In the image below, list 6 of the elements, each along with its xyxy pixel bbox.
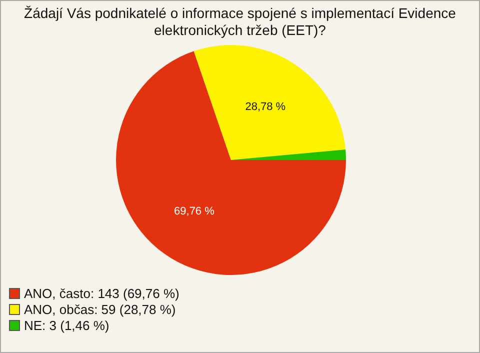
data-label: 28,78 % [245,100,286,113]
chart-title: Žádají Vás podnikatelé o informace spojené s implementací Evidence elektronických tržeb (EET)? [23,5,457,39]
legend-label: ANO, často: 143 (69,76 %) [24,286,180,300]
data-label: 69,76 % [174,205,215,218]
legend-label: NE: 3 (1,46 %) [24,318,110,332]
legend-label: ANO, občas: 59 (28,78 %) [24,302,176,316]
